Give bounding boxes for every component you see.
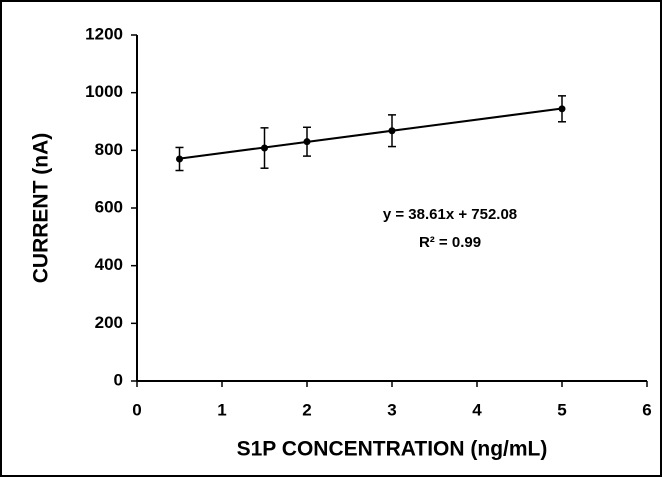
y-tick-label: 1200 — [85, 24, 123, 43]
x-axis-title: S1P CONCENTRATION (ng/mL) — [237, 438, 548, 461]
y-tick-label: 1000 — [85, 82, 123, 101]
trendline-equation: y = 38.61x + 752.08 — [383, 206, 517, 223]
y-tick-label: 800 — [95, 140, 123, 159]
y-tick-label: 400 — [95, 255, 123, 274]
data-point — [388, 127, 396, 135]
x-tick-label: 0 — [132, 400, 141, 419]
y-axis-title: CURRENT (nA) — [30, 133, 53, 283]
data-point — [303, 138, 311, 146]
data-point — [261, 144, 268, 152]
x-tick-label: 1 — [217, 400, 226, 419]
data-point — [176, 155, 183, 163]
data-point — [558, 105, 566, 113]
x-tick-label: 4 — [472, 400, 482, 419]
r-squared: R² = 0.99 — [419, 234, 481, 251]
x-tick-label: 5 — [557, 400, 566, 419]
x-tick-label: 3 — [387, 400, 396, 419]
x-tick-label: 2 — [302, 400, 311, 419]
x-tick-label: 6 — [642, 400, 651, 419]
y-tick-label: 200 — [95, 313, 123, 332]
trendline — [179, 107, 563, 160]
y-tick-label: 0 — [114, 370, 123, 389]
y-tick-label: 600 — [95, 197, 123, 216]
